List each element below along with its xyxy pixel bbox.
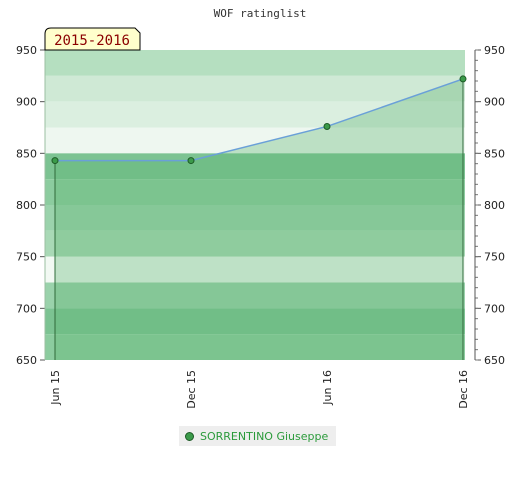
y-tick-label-left: 750: [16, 251, 37, 264]
series-area: [55, 78, 463, 360]
period-badge: 2015-2016: [44, 27, 141, 51]
y-tick-label-left: 850: [16, 147, 37, 160]
y-tick-label-left: 900: [16, 96, 37, 109]
y-tick-label-left: 800: [16, 199, 37, 212]
background-bands: [45, 50, 465, 360]
data-point: [459, 75, 467, 83]
y-tick-label-left: 700: [16, 302, 37, 315]
background-band: [45, 50, 465, 76]
background-band: [45, 153, 465, 180]
period-badge-label: 2015-2016: [54, 33, 130, 49]
data-point: [323, 122, 331, 130]
period-badge-box: [44, 27, 141, 51]
y-tick-label-right: 650: [484, 354, 505, 367]
y-tick-label-right: 850: [484, 147, 505, 160]
y-tick-label-right: 750: [484, 251, 505, 264]
y-tick-label-left: 950: [16, 44, 37, 57]
y-tick-label-right: 950: [484, 44, 505, 57]
background-band: [45, 179, 465, 205]
y-tick-label-right: 700: [484, 302, 505, 315]
legend: SORRENTINO Giuseppe: [179, 426, 337, 446]
y-tick-label-left: 650: [16, 354, 37, 367]
background-band: [45, 101, 465, 128]
y-tick-label-right: 800: [484, 199, 505, 212]
area-layer: [51, 75, 467, 360]
background-band: [45, 230, 465, 257]
background-band: [45, 127, 465, 154]
x-tick-label: Dec 15: [185, 370, 198, 409]
legend-series-name: SORRENTINO Giuseppe: [200, 429, 329, 443]
y-tick-label-right: 900: [484, 96, 505, 109]
x-tick-label: Jun 15: [49, 370, 62, 406]
series-line: [55, 78, 464, 162]
background-band: [45, 334, 465, 360]
x-tick-label: Jun 16: [321, 370, 334, 406]
data-point: [51, 157, 59, 165]
background-band: [45, 282, 465, 309]
data-point: [187, 157, 195, 165]
background-band: [45, 205, 465, 231]
x-tick-label: Dec 16: [457, 370, 470, 409]
legend-marker-icon: [185, 431, 194, 441]
axes: 650 650 700 700 750 750 800 800 850 850 900 900 950 9…: [16, 44, 505, 409]
background-band: [45, 75, 465, 102]
background-band: [45, 308, 465, 335]
background-band: [45, 256, 465, 283]
chart-title: WOF ratinglist: [214, 7, 307, 20]
